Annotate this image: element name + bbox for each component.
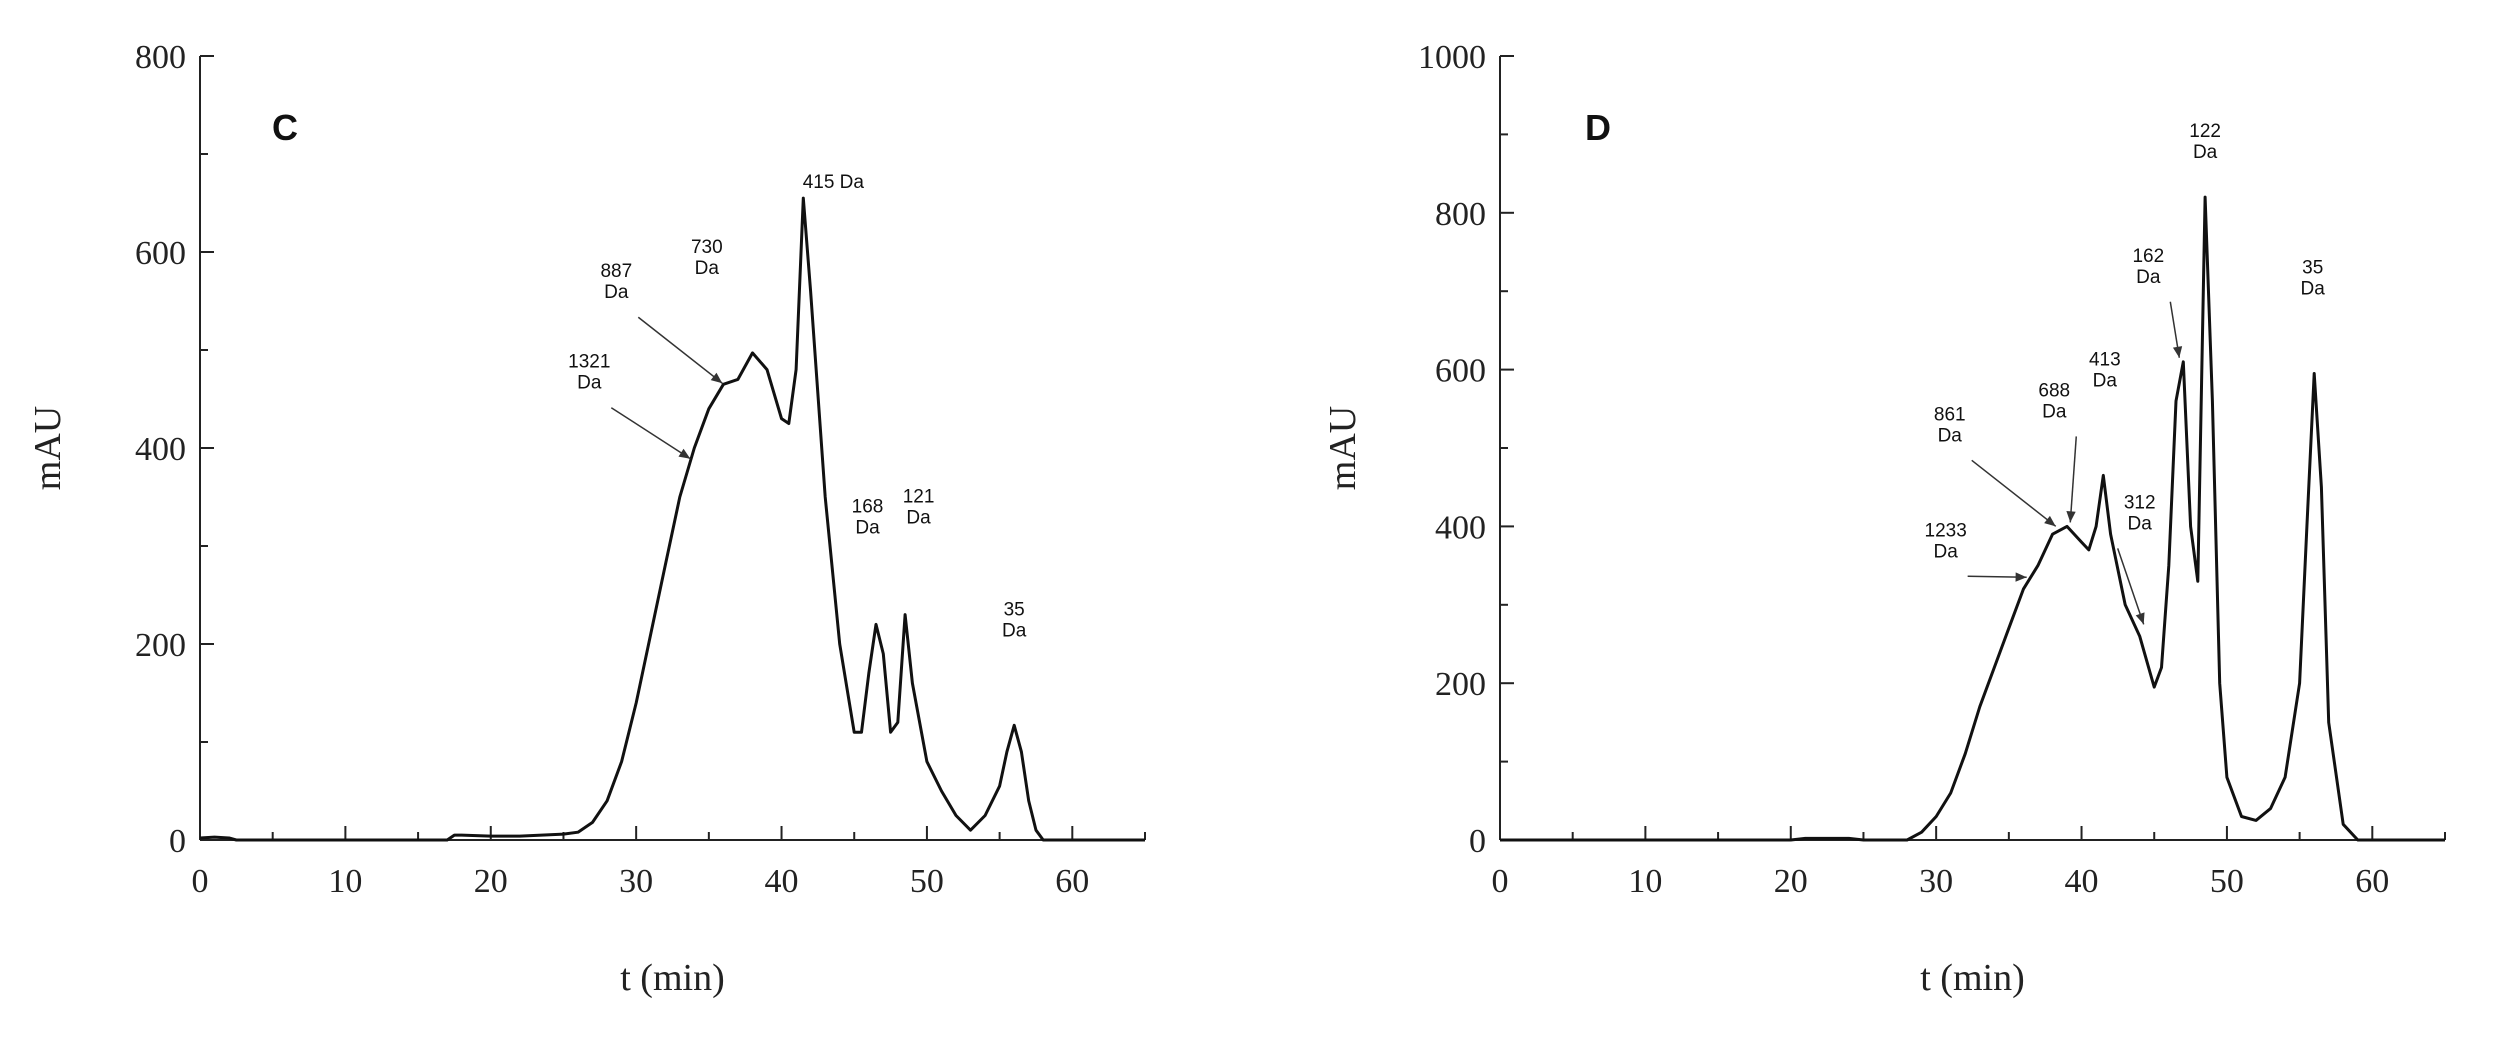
peak-annotation-label: 122: [2189, 121, 2221, 142]
x-tick-label: 40: [765, 863, 799, 900]
y-tick-label: 800: [135, 39, 186, 76]
annotation-arrow: [1971, 459, 2057, 527]
peak-annotation-label: Da: [2193, 142, 2218, 163]
y-tick-label: 200: [135, 627, 186, 664]
peak-annotation-label: 312: [2124, 492, 2156, 513]
peak-annotation-label: Da: [2128, 513, 2153, 534]
x-tick-label: 30: [1919, 863, 1953, 900]
x-tick-label: 0: [1492, 863, 1509, 900]
peak-annotation-label: Da: [695, 258, 720, 279]
annotation-arrowhead: [710, 372, 723, 384]
annotation-arrowhead: [678, 448, 691, 459]
peak-annotation-label: Da: [604, 282, 629, 303]
x-tick-label: 20: [1774, 863, 1808, 900]
peak-annotation-label: 121: [903, 487, 935, 508]
peak-annotation-label: 162: [2132, 246, 2164, 267]
y-tick-label: 0: [169, 823, 186, 860]
annotation-arrowhead: [2172, 346, 2183, 358]
y-tick-label: 200: [1435, 666, 1486, 703]
annotation-arrowhead: [2044, 515, 2056, 527]
peak-annotation-label: 730: [691, 237, 723, 258]
y-tick-label: 400: [135, 431, 186, 468]
x-tick-label: 20: [474, 863, 508, 900]
peak-annotation-label: Da: [1938, 425, 1963, 446]
peak-annotation-label: 688: [2038, 380, 2070, 401]
peak-annotation-label: Da: [2042, 401, 2067, 422]
annotation-arrowhead: [2015, 572, 2027, 582]
x-tick-label: 50: [2210, 863, 2244, 900]
x-tick-label: 0: [192, 863, 209, 900]
y-tick-label: 600: [1435, 353, 1486, 390]
peak-annotation-label: 415 Da: [803, 172, 865, 193]
peak-annotation-label: Da: [2093, 370, 2118, 391]
annotation-arrow: [2116, 548, 2145, 625]
y-axis-title: mAU: [1322, 406, 1364, 490]
x-tick-label: 60: [1055, 863, 1089, 900]
peak-annotation-label: 1321: [568, 352, 610, 373]
chromatogram-trace: [1500, 195, 2445, 842]
annotation-arrowhead: [2135, 612, 2145, 625]
peak-annotation-label: Da: [1934, 541, 1959, 562]
peak-annotation-label: Da: [855, 517, 880, 538]
y-tick-label: 400: [1435, 509, 1486, 546]
x-axis-title: t (min): [620, 957, 724, 999]
x-tick-label: 10: [1628, 863, 1662, 900]
peak-annotation-label: Da: [2136, 267, 2161, 288]
annotation-arrow: [637, 316, 723, 384]
y-tick-label: 1000: [1418, 39, 1486, 76]
peak-annotation-label: Da: [906, 508, 931, 529]
peak-annotation-label: 168: [852, 496, 884, 517]
chromatogram-trace: [199, 196, 1145, 842]
y-axis-title: mAU: [27, 406, 69, 490]
peak-annotation-label: Da: [2301, 279, 2326, 300]
y-tick-label: 0: [1469, 823, 1486, 860]
peak-annotation-label: 861: [1934, 404, 1966, 425]
peak-annotation-label: 35: [2302, 258, 2323, 279]
annotation-arrow: [2069, 436, 2078, 523]
panel-label: C: [272, 107, 298, 148]
peak-annotation-label: 413: [2089, 349, 2121, 370]
annotation-arrow: [610, 407, 691, 460]
peak-annotation: 415 Da: [803, 172, 865, 193]
peak-annotation-label: Da: [577, 373, 602, 394]
peak-annotation-label: 35: [1004, 599, 1025, 620]
x-tick-label: 60: [2355, 863, 2389, 900]
x-axis-title: t (min): [1920, 957, 2024, 999]
y-tick-label: 600: [135, 235, 186, 272]
peak-annotation-label: 1233: [1925, 520, 1967, 541]
x-tick-label: 30: [619, 863, 653, 900]
peak-annotation-label: 887: [600, 261, 632, 282]
x-tick-label: 50: [910, 863, 944, 900]
panel-label: D: [1585, 107, 1611, 148]
y-tick-label: 800: [1435, 196, 1486, 233]
peak-annotation-label: Da: [1002, 620, 1027, 641]
annotation-arrowhead: [2066, 511, 2076, 523]
x-tick-label: 10: [328, 863, 362, 900]
x-tick-label: 40: [2065, 863, 2099, 900]
